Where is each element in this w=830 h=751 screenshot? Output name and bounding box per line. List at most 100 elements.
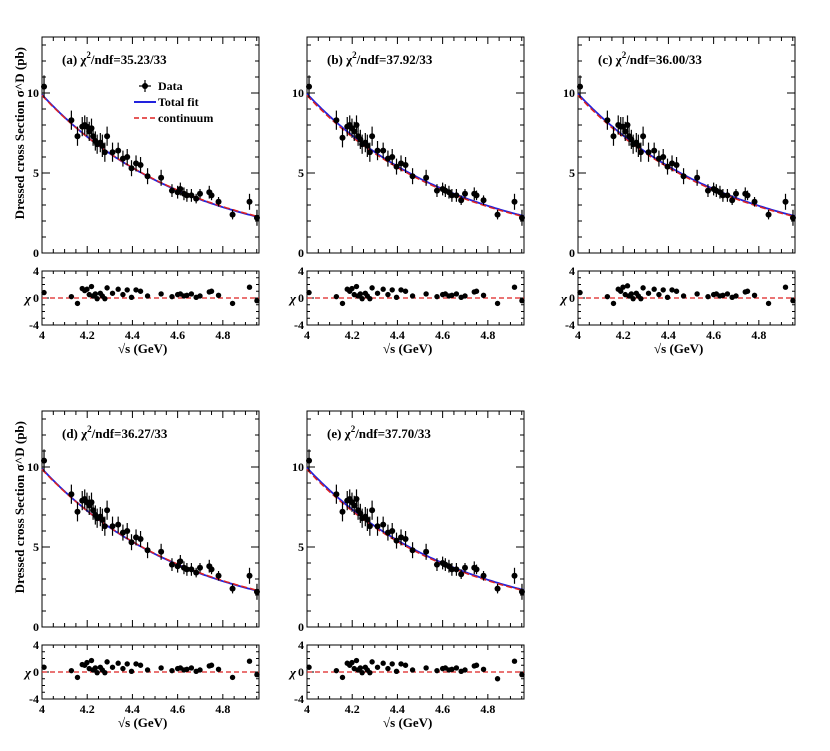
data-point: [577, 83, 584, 90]
data-point: [604, 117, 611, 124]
continuum-line: [306, 468, 525, 592]
data-point: [680, 173, 687, 180]
data-point: [229, 585, 236, 592]
data-point: [229, 211, 236, 218]
x-tick-label: 4.6: [706, 328, 721, 342]
data-point: [423, 548, 430, 555]
residual-point: [409, 667, 416, 673]
data-point: [333, 117, 340, 124]
residual-point: [423, 665, 429, 671]
residual-point: [169, 667, 175, 674]
y-tick-label: 0: [298, 246, 304, 260]
data-point: [462, 190, 469, 197]
residual-point: [124, 287, 130, 293]
residual-point: [409, 293, 416, 299]
residual-point: [494, 300, 501, 307]
data-point: [453, 566, 460, 573]
data-point: [99, 516, 106, 523]
data-point: [364, 142, 371, 149]
data-point: [719, 192, 726, 199]
residual-point: [115, 286, 121, 292]
x-axis-label: √s (GeV): [654, 341, 703, 356]
residual-point: [511, 284, 518, 290]
legend-cont-label: continuum: [158, 111, 213, 125]
y-tick-label: 5: [33, 166, 39, 180]
x-axis-label: √s (GeV): [383, 341, 432, 356]
data-point: [448, 192, 455, 199]
data-point: [409, 173, 416, 180]
residual-y-axis-label: χ: [23, 665, 32, 680]
data-point: [168, 187, 175, 194]
data-point: [729, 197, 736, 204]
residual-y-axis-label: χ: [288, 291, 297, 306]
data-point: [398, 160, 405, 167]
residual-point: [92, 665, 99, 671]
data-point: [177, 558, 184, 565]
residual-point: [115, 660, 121, 666]
residual-point: [398, 287, 404, 293]
data-point: [458, 197, 465, 204]
data-point: [109, 523, 116, 530]
data-point: [353, 496, 360, 502]
residual-point: [624, 283, 631, 289]
panel-b: 4 4.2 4.4 4.6 4.8 0 5 10 -4 0 4 √s (GeV) χ (b) χ2/ndf…: [288, 36, 525, 356]
data-point: [99, 142, 106, 149]
data-point: [197, 564, 204, 571]
residual-point: [577, 289, 583, 296]
data-point: [128, 539, 135, 546]
data-point: [183, 566, 190, 573]
residual-point: [660, 287, 666, 293]
legend-data-label: Data: [158, 79, 183, 93]
residual-point: [402, 662, 409, 668]
data-point: [744, 192, 751, 199]
data-point: [374, 523, 381, 530]
residual-point: [782, 284, 789, 290]
panel-title: (e) χ2/ndf=37.70/33: [327, 424, 431, 441]
residual-point: [480, 292, 487, 298]
residual-point: [137, 288, 144, 294]
total-fit-line: [41, 467, 260, 593]
panel-d: 4 4.2 4.4 4.6 4.8 0 5 10 -4 0 4 √s (GeV) χ Dressed cr…: [12, 410, 260, 730]
data-point: [782, 198, 789, 205]
residual-point: [645, 290, 652, 296]
residual-point: [367, 295, 373, 302]
x-tick-label: 4.8: [751, 328, 766, 342]
total-fit-line: [306, 93, 525, 217]
residual-point: [254, 298, 260, 304]
data-point: [453, 192, 460, 199]
residual-point: [94, 295, 100, 302]
data-point: [369, 133, 376, 140]
data-point: [124, 528, 131, 534]
residual-point: [462, 667, 468, 673]
y-tick-label: -4: [294, 318, 304, 332]
residual-point: [333, 293, 340, 300]
residual-point: [480, 666, 487, 672]
residual-point: [357, 665, 364, 671]
continuum-line: [41, 94, 260, 218]
data-point: [494, 211, 501, 218]
residual-point: [673, 288, 680, 294]
data-point: [68, 117, 75, 124]
data-point: [694, 174, 701, 181]
y-tick-label: 10: [292, 460, 304, 474]
data-point: [369, 507, 376, 514]
y-tick-label: 4: [569, 264, 575, 278]
residual-point: [651, 286, 657, 292]
data-point: [622, 128, 629, 135]
data-point: [41, 83, 48, 90]
residual-point: [68, 667, 75, 674]
residual-point: [385, 291, 391, 298]
residual-point: [306, 289, 312, 296]
residual-point: [462, 293, 468, 299]
data-point: [393, 163, 400, 170]
main-frame: [306, 36, 525, 254]
residual-point: [494, 676, 501, 682]
data-point: [398, 534, 405, 541]
residual-point: [188, 665, 195, 671]
x-tick-label: 4: [39, 328, 45, 342]
residual-point: [104, 285, 110, 291]
data-point: [380, 147, 387, 154]
y-tick-label: 0: [298, 665, 304, 679]
y-tick-label: 0: [33, 665, 39, 679]
residual-point: [349, 285, 355, 292]
